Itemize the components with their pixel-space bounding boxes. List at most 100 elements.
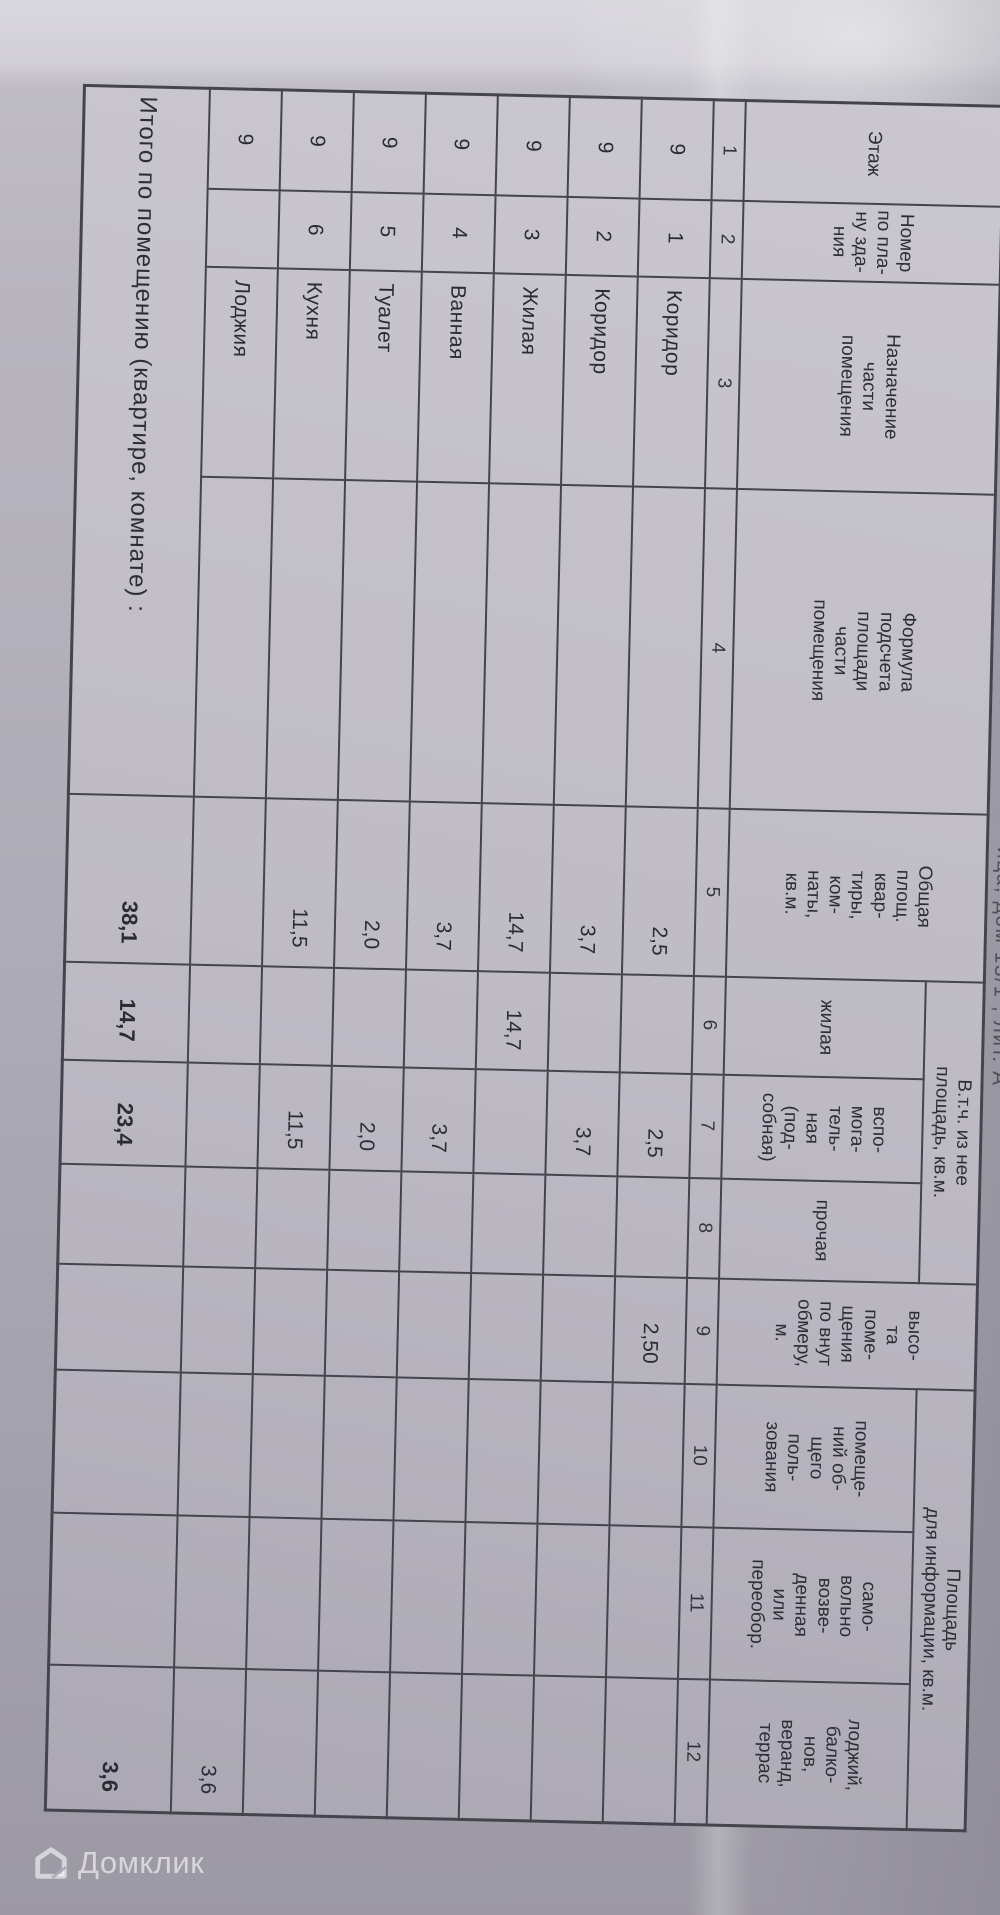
cell-height	[469, 1272, 544, 1381]
cell-living	[548, 972, 623, 1072]
cell-auxiliary: 2,0	[329, 1065, 405, 1171]
cell-purpose: Кухня	[273, 267, 351, 480]
col-num: 8	[687, 1177, 722, 1279]
cell-auxiliary	[185, 1062, 261, 1168]
cell-auxiliary: 3,7	[545, 1070, 621, 1176]
cell-number: 5	[350, 191, 425, 272]
cell-floor: 9	[208, 88, 283, 190]
header-purpose: Назначение части помещения	[737, 278, 1000, 495]
cell-living	[404, 968, 479, 1069]
col-num: 7	[689, 1073, 725, 1179]
cell-unauthorized	[246, 1516, 323, 1671]
col-num: 6	[692, 975, 727, 1075]
cell-living	[260, 965, 335, 1066]
cell-purpose: Коридор	[633, 276, 711, 488]
col-num: 12	[675, 1678, 711, 1826]
cell-number: 2	[566, 196, 641, 277]
total-auxiliary-sum: 23,4	[60, 1059, 189, 1167]
cell-total-area: 3,7	[406, 801, 483, 971]
domclick-watermark: Домклик	[34, 1845, 204, 1881]
header-common-use: помеще- ний об- щего поль- зования	[713, 1384, 918, 1532]
cell-height: 2,50	[613, 1275, 688, 1384]
cell-unauthorized	[318, 1518, 395, 1672]
cell-other	[255, 1167, 330, 1270]
header-total-area: Общая площ. квар- тиры, ком- наты, кв.м.	[726, 808, 989, 983]
cell-purpose: Лоджия	[201, 266, 279, 478]
cell-number: 3	[494, 194, 569, 275]
domclick-house-icon	[34, 1846, 68, 1880]
header-height: высо- та поме- щения по внут обмеру, м.	[717, 1278, 978, 1391]
cell-loggia	[243, 1668, 319, 1817]
cell-other	[327, 1169, 402, 1271]
cell-total-area: 2,0	[334, 799, 411, 969]
cell-formula	[194, 476, 274, 798]
cell-floor: 9	[568, 96, 643, 199]
total-area-sum: 38,1	[64, 793, 195, 965]
cell-auxiliary: 2,5	[617, 1071, 693, 1178]
rotated-document-sheet: ица, дом 13/1 , лит. А Этаж Номер по пла…	[43, 83, 1000, 1833]
header-unauthorized: само- вольно возве- денная или переобор.	[710, 1527, 914, 1684]
total-height	[55, 1263, 184, 1373]
cell-formula	[266, 477, 346, 800]
cell-common-use	[465, 1378, 542, 1524]
cell-common-use	[178, 1372, 254, 1517]
cell-purpose: Ванная	[417, 271, 495, 483]
cell-other	[399, 1170, 474, 1273]
cell-loggia: 3,6	[171, 1666, 247, 1815]
header-other: прочая	[719, 1178, 922, 1283]
cell-unauthorized	[390, 1519, 466, 1674]
cell-loggia	[315, 1670, 391, 1818]
header-floor: Этаж	[744, 100, 1000, 207]
cell-total-area	[190, 796, 267, 966]
watermark-brand-text: Домклик	[78, 1845, 205, 1880]
cell-height	[541, 1274, 616, 1382]
cell-total-area: 11,5	[262, 797, 339, 968]
header-formula: Формула подсчета площади части помещения	[730, 488, 996, 815]
cell-living: 14,7	[476, 970, 551, 1071]
cell-formula	[554, 484, 634, 806]
cell-living	[620, 973, 695, 1074]
col-num: 9	[685, 1277, 720, 1385]
cell-purpose: Коридор	[561, 274, 639, 487]
cell-number	[206, 188, 281, 268]
cell-height	[253, 1267, 328, 1376]
cell-height	[397, 1270, 472, 1379]
cell-common-use	[322, 1375, 398, 1520]
cell-height	[325, 1269, 400, 1377]
cell-common-use	[250, 1373, 326, 1519]
total-unauthorized	[48, 1512, 179, 1667]
cell-unauthorized	[534, 1523, 610, 1677]
cell-living	[332, 967, 407, 1067]
cell-living	[188, 964, 263, 1064]
header-loggia: лоджий, балко- нов, веранд, террас	[707, 1679, 911, 1830]
col-num: 3	[705, 277, 743, 489]
cell-floor: 9	[352, 91, 427, 194]
group-header-row: Этаж Номер по пла- ну зда- ния Назначени…	[717, 100, 1000, 1831]
cell-floor: 9	[640, 98, 715, 200]
cell-common-use	[537, 1380, 614, 1525]
cell-total-area: 2,5	[622, 805, 699, 976]
cell-number: 4	[422, 193, 497, 273]
header-auxiliary: вспо- мога- тель- ная (под- собная)	[721, 1074, 925, 1183]
address-line-fragment: ица, дом 13/1 , лит. А	[987, 846, 1000, 1087]
cell-unauthorized	[462, 1521, 538, 1676]
cell-formula	[482, 482, 562, 805]
cell-height	[181, 1266, 256, 1374]
cell-formula	[626, 486, 706, 808]
header-plan-number: Номер по пла- ну зда- ния	[742, 200, 1000, 285]
col-num: 5	[694, 807, 731, 977]
col-num: 10	[681, 1383, 718, 1528]
cell-common-use	[394, 1376, 470, 1522]
col-num: 1	[712, 99, 747, 201]
group-header-info-area: Площадь для информации, кв.м.	[907, 1388, 976, 1831]
group-header-including-area: В.т.ч. из нее площадь, кв.м.	[919, 980, 985, 1285]
cell-other	[183, 1166, 258, 1268]
cell-loggia	[387, 1671, 463, 1820]
cell-formula	[410, 481, 490, 803]
total-loggia-sum: 3,6	[45, 1664, 175, 1813]
cell-purpose: Туалет	[345, 269, 423, 482]
cell-other	[471, 1172, 546, 1275]
cell-formula	[338, 479, 418, 802]
cell-unauthorized	[606, 1524, 682, 1679]
